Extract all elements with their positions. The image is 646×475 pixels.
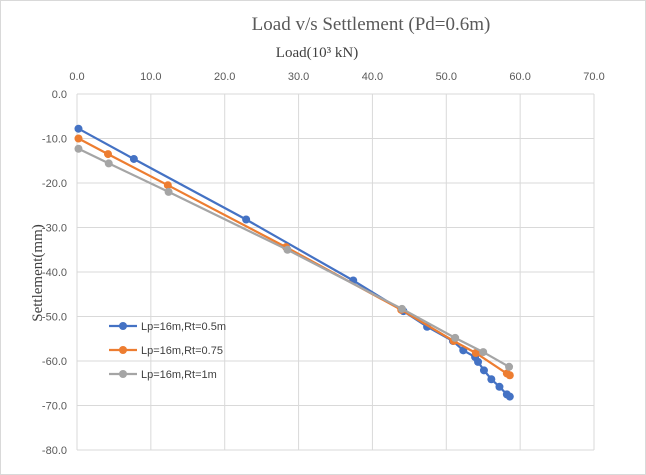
x-tick-label: 10.0 <box>140 71 161 83</box>
legend-marker <box>119 322 127 330</box>
legend-label: Lp=16m,Rt=1m <box>141 369 217 381</box>
data-point <box>74 124 83 133</box>
y-tick-label: -80.0 <box>42 445 67 457</box>
y-tick-label: -60.0 <box>42 356 67 368</box>
x-tick-label: 70.0 <box>583 71 604 83</box>
chart-title: Load v/s Settlement (Pd=0.6m) <box>252 14 491 35</box>
legend-item-2: Lp=16m,Rt=0.75 <box>109 345 223 357</box>
data-point <box>163 181 172 190</box>
series-1 <box>74 124 514 401</box>
y-tick-label: -70.0 <box>42 401 67 413</box>
data-point <box>397 304 406 313</box>
tick-labels: 0.0 10.0 20.0 30.0 40.0 50.0 60.0 70.0 0.0 -10.0 -… <box>42 71 605 457</box>
legend-item-1: Lp=16m,Rt=0.5m <box>109 321 226 333</box>
y-tick-label: -10.0 <box>42 134 67 146</box>
legend: Lp=16m,Rt=0.5m Lp=16m,Rt=0.75 Lp=16m,Rt=1m <box>109 321 226 381</box>
series-line <box>78 147 510 368</box>
data-point <box>451 333 460 342</box>
y-axis-title: Settlement(mm) <box>30 224 46 321</box>
series-plot <box>74 124 514 401</box>
legend-item-3: Lp=16m,Rt=1m <box>109 369 217 381</box>
y-tick-label: -40.0 <box>42 267 67 279</box>
y-tick-label: -20.0 <box>42 178 67 190</box>
gridlines <box>76 93 595 451</box>
data-point <box>74 134 83 143</box>
x-tick-label: 60.0 <box>509 71 530 83</box>
legend-marker <box>119 370 127 378</box>
y-tick-label: -50.0 <box>42 312 67 324</box>
series-line <box>77 137 511 377</box>
data-point <box>505 392 514 401</box>
data-point <box>505 362 514 371</box>
legend-label: Lp=16m,Rt=0.5m <box>141 321 226 333</box>
y-tick-label: -30.0 <box>42 223 67 235</box>
data-point <box>104 159 113 168</box>
data-point <box>474 357 483 366</box>
data-point <box>74 144 83 153</box>
x-tick-label: 30.0 <box>288 71 309 83</box>
x-tick-label: 0.0 <box>69 71 84 83</box>
data-point <box>495 382 504 391</box>
data-point <box>479 366 488 375</box>
data-point <box>471 348 480 357</box>
data-point <box>283 245 292 254</box>
data-point <box>104 150 113 159</box>
legend-label: Lp=16m,Rt=0.75 <box>141 345 223 357</box>
series-2 <box>74 134 514 380</box>
data-point <box>129 154 138 163</box>
x-axis-title: Load(10³ kN) <box>276 45 358 61</box>
x-tick-label: 40.0 <box>362 71 383 83</box>
data-point <box>242 215 251 224</box>
data-point <box>164 187 173 196</box>
data-point <box>505 371 514 380</box>
data-point <box>479 348 488 357</box>
legend-marker <box>119 346 127 354</box>
series-3 <box>74 144 514 371</box>
data-point <box>487 375 496 384</box>
x-tick-label: 50.0 <box>436 71 457 83</box>
x-tick-label: 20.0 <box>214 71 235 83</box>
y-tick-label: 0.0 <box>52 89 67 101</box>
